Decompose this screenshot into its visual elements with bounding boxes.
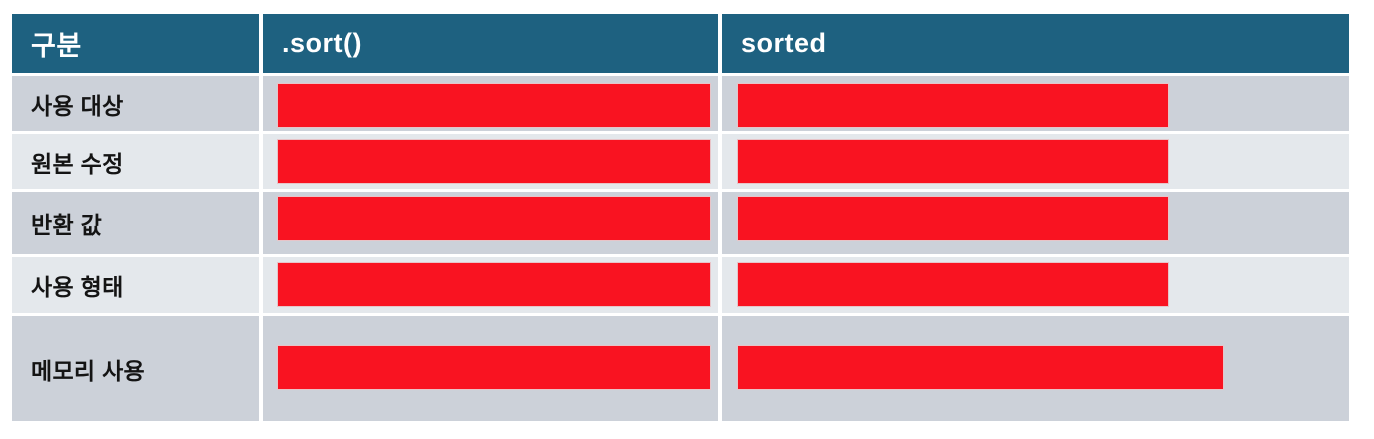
table-cell-criteria: 원본 수정	[12, 134, 259, 189]
redaction-block	[737, 83, 1169, 128]
table-cell-sort	[263, 192, 718, 254]
table-row-label: 메모리 사용	[31, 357, 145, 384]
redaction-block	[277, 262, 711, 307]
table-cell-sorted	[722, 76, 1349, 131]
table-cell-sort	[263, 316, 718, 421]
table-row: 반환 값	[12, 192, 1349, 254]
table-row-label: 원본 수정	[31, 150, 124, 177]
redaction-block	[737, 345, 1224, 390]
table-row: 원본 수정	[12, 134, 1349, 189]
table-row-label: 사용 대상	[31, 92, 124, 119]
table-row: 사용 대상	[12, 76, 1349, 131]
table-cell-sorted	[722, 134, 1349, 189]
table-header-cell-sort: .sort()	[263, 14, 718, 73]
redaction-block	[737, 139, 1169, 184]
table-row-label: 사용 형태	[31, 274, 124, 300]
table-cell-sorted	[722, 192, 1349, 254]
table-cell-criteria: 메모리 사용	[12, 316, 259, 421]
table-cell-sorted	[722, 257, 1349, 313]
redaction-block	[737, 196, 1169, 241]
table-header-cell-sorted: sorted	[722, 14, 1349, 73]
redaction-block	[277, 196, 711, 241]
table-header-label-sort: .sort()	[282, 28, 362, 58]
table-cell-sort	[263, 134, 718, 189]
table-row-label: 반환 값	[31, 212, 103, 238]
table-row: 메모리 사용	[12, 316, 1349, 421]
table-row: 사용 형태	[12, 257, 1349, 313]
redaction-block	[277, 345, 711, 390]
table-cell-sort	[263, 76, 718, 131]
table-header-label-sorted: sorted	[741, 28, 827, 58]
table-header-label-criteria: 구분	[31, 31, 82, 61]
table-cell-sorted	[722, 316, 1349, 421]
comparison-table: 구분 .sort() sorted 사용 대상 원본 수정	[12, 14, 1349, 421]
redaction-block	[277, 83, 711, 128]
table-cell-sort	[263, 257, 718, 313]
redaction-block	[277, 139, 711, 184]
table-cell-criteria: 사용 대상	[12, 76, 259, 131]
redaction-block	[737, 262, 1169, 307]
table-cell-criteria: 반환 값	[12, 192, 259, 254]
table-header-cell-criteria: 구분	[12, 14, 259, 73]
table-cell-criteria: 사용 형태	[12, 257, 259, 313]
table-header-row: 구분 .sort() sorted	[12, 14, 1349, 73]
